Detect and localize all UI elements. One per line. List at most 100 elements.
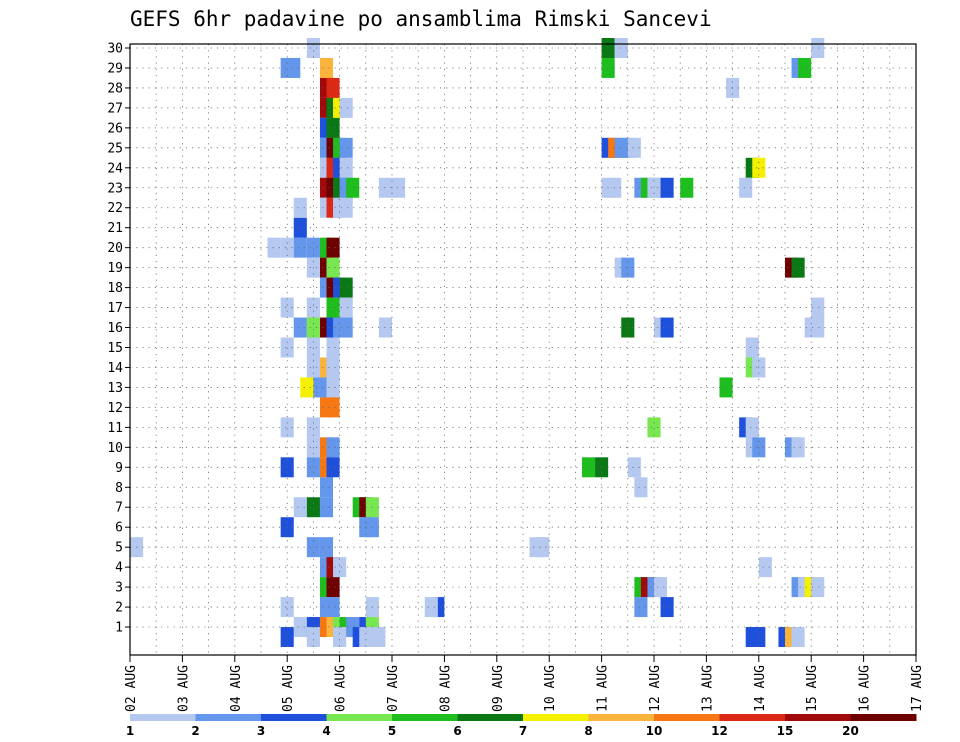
heat-cell: [791, 437, 805, 458]
heat-cell: [739, 177, 753, 198]
x-tick-label: 04 AUG: [229, 665, 244, 712]
y-tick-label: 27: [107, 101, 123, 116]
y-tick-label: 12: [107, 401, 123, 416]
heat-cell: [280, 457, 294, 478]
heat-cell: [424, 597, 438, 618]
y-tick-label: 24: [107, 161, 123, 176]
heat-cell: [293, 317, 307, 338]
heat-cell: [745, 417, 759, 438]
heat-cell: [326, 437, 340, 458]
heat-cell: [326, 457, 340, 478]
x-tick-label: 14 AUG: [753, 665, 768, 712]
heat-cell: [752, 157, 766, 178]
colorbar-swatch: [261, 714, 327, 721]
y-tick-label: 9: [115, 461, 123, 476]
colorbar-swatch: [195, 714, 262, 721]
colorbar-swatch: [850, 714, 917, 721]
y-tick-label: 16: [107, 321, 123, 336]
heat-cell: [372, 627, 386, 647]
heat-cell: [811, 577, 825, 598]
x-tick-label: 08 AUG: [438, 665, 453, 712]
y-tick-label: 21: [107, 221, 123, 236]
y-tick-label: 11: [107, 421, 123, 436]
heat-cell: [293, 197, 307, 218]
heat-cell: [326, 597, 340, 618]
heat-cell: [745, 337, 759, 358]
colorbar-swatch: [785, 714, 851, 721]
heat-cell: [333, 627, 347, 647]
y-tick-label: 20: [107, 241, 123, 256]
colorbar: 1 2 3 4 5 6 7 8 10 12 15 20: [126, 714, 917, 738]
y-tick-label: 6: [115, 521, 123, 536]
colorbar-label: 4: [322, 724, 330, 738]
colorbar-label: 5: [388, 724, 396, 738]
heat-cell: [319, 477, 334, 498]
heat-cell: [811, 317, 825, 338]
x-tick-label: 03 AUG: [176, 665, 191, 712]
heat-cell: [680, 177, 694, 198]
x-tick-label: 10 AUG: [543, 665, 558, 712]
y-tick-label: 4: [115, 561, 123, 576]
heat-cell: [287, 57, 301, 78]
grid-layer: [130, 44, 916, 655]
heat-cell: [752, 627, 766, 647]
y-tick-label: 8: [115, 481, 123, 496]
chart-title: GEFS 6hr padavine po ansamblima Rimski S…: [130, 7, 712, 31]
colorbar-swatch: [654, 714, 720, 721]
heat-cell: [306, 627, 320, 647]
heat-cell: [326, 77, 340, 98]
x-tick-label: 11 AUG: [596, 665, 611, 712]
x-tick-label: 17 AUG: [910, 665, 925, 712]
heat-cell: [306, 317, 320, 338]
heat-cell: [333, 557, 347, 578]
y-tick-label: 19: [107, 261, 123, 276]
heat-cell: [280, 517, 294, 538]
x-tick-label: 06 AUG: [334, 665, 349, 712]
colorbar-swatch: [392, 714, 458, 721]
heat-cell: [326, 357, 340, 378]
y-tick-label: 5: [115, 541, 123, 556]
heat-cell: [536, 537, 550, 558]
heat-cell: [326, 257, 340, 278]
heat-cell: [378, 317, 392, 338]
heat-cell: [811, 297, 825, 318]
plot-frame: [129, 43, 917, 656]
heat-cell: [660, 177, 674, 198]
y-tick-label: 14: [107, 361, 123, 376]
heat-cell: [660, 597, 674, 618]
heat-cell: [758, 557, 772, 578]
colorbar-swatch: [523, 714, 589, 721]
heat-cell: [293, 617, 307, 638]
colorbar-label: 12: [711, 724, 728, 738]
heat-cell: [326, 117, 340, 138]
heat-cell: [791, 257, 805, 278]
colorbar-label: 10: [646, 724, 663, 738]
x-tick-label: 02 AUG: [124, 665, 139, 712]
heat-cell: [660, 317, 674, 338]
heat-cell: [326, 577, 340, 598]
y-tick-label: 1: [115, 621, 123, 636]
heat-cell: [346, 177, 360, 198]
colorbar-swatch: [457, 714, 524, 721]
heat-cell: [326, 397, 340, 418]
heat-cell: [654, 577, 668, 598]
x-tick-label: 12 AUG: [648, 665, 663, 712]
heat-cell: [634, 477, 648, 498]
colorbar-label: 6: [453, 724, 461, 738]
heat-cell: [339, 157, 353, 178]
heat-cell: [280, 597, 294, 618]
heat-cell: [300, 377, 314, 398]
heat-cell: [791, 627, 805, 647]
heat-cell: [811, 38, 825, 58]
y-tick-label: 7: [115, 501, 123, 516]
heat-cell: [339, 137, 353, 158]
heat-cell: [581, 457, 596, 478]
y-tick-label: 3: [115, 581, 123, 596]
colorbar-swatch: [588, 714, 655, 721]
heat-cell: [621, 317, 635, 338]
heat-cell: [627, 137, 641, 158]
heat-cell: [306, 457, 320, 478]
heat-cell: [293, 217, 307, 238]
y-tick-label: 15: [107, 341, 123, 356]
